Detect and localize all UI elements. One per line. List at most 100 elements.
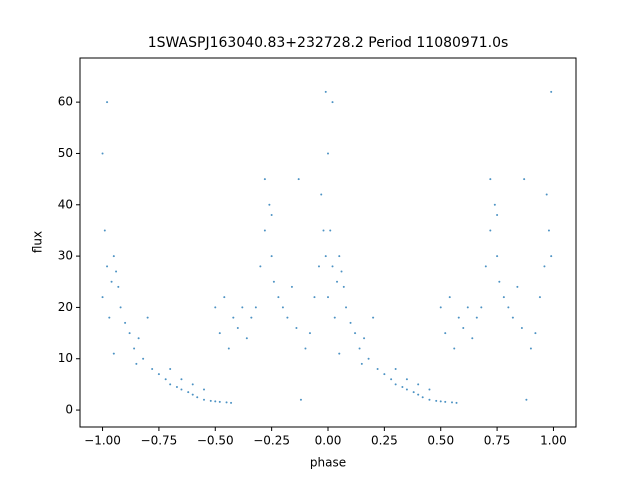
data-point <box>214 306 217 309</box>
data-point <box>401 385 404 388</box>
data-point <box>169 383 172 386</box>
data-point <box>428 398 431 401</box>
data-point <box>137 337 140 340</box>
data-point <box>151 368 154 371</box>
data-point <box>254 306 257 309</box>
data-point <box>317 265 320 268</box>
y-axis-label: flux <box>31 231 45 253</box>
data-point <box>223 296 226 299</box>
data-point <box>349 321 352 324</box>
data-point <box>101 296 104 299</box>
data-point <box>338 352 341 355</box>
data-point <box>331 101 334 104</box>
data-point <box>241 306 244 309</box>
data-point <box>457 316 460 319</box>
data-point <box>214 400 217 403</box>
data-point <box>175 385 178 388</box>
data-point <box>135 362 138 365</box>
data-point <box>327 296 329 299</box>
data-point <box>106 265 109 268</box>
data-point <box>333 316 336 319</box>
data-point <box>358 347 361 350</box>
data-point <box>327 152 329 155</box>
y-tick-label: 0 <box>65 403 73 417</box>
y-tick-label: 60 <box>58 95 73 109</box>
data-point <box>444 400 447 403</box>
data-point <box>550 255 553 258</box>
x-tick-label: 0.75 <box>484 434 511 448</box>
x-tick-label: −0.50 <box>197 434 234 448</box>
data-point <box>142 357 145 360</box>
data-point <box>232 316 235 319</box>
data-point <box>394 383 397 386</box>
data-point <box>157 373 160 376</box>
y-tick-label: 20 <box>58 300 73 314</box>
data-point <box>496 255 499 258</box>
data-point <box>322 229 325 232</box>
data-point <box>516 285 519 288</box>
data-point <box>511 316 514 319</box>
data-point <box>502 296 505 299</box>
data-point <box>119 306 122 309</box>
data-point <box>376 368 379 371</box>
data-point <box>203 398 205 401</box>
x-tick-label: −1.00 <box>84 434 121 448</box>
data-point <box>146 316 149 319</box>
data-point <box>489 178 492 181</box>
data-point <box>227 347 230 350</box>
data-point <box>263 229 266 232</box>
data-point <box>363 337 366 340</box>
data-point <box>320 193 323 196</box>
data-point <box>281 306 284 309</box>
plot-area <box>101 90 553 404</box>
data-point <box>480 306 483 309</box>
y-tick-label: 10 <box>58 351 73 365</box>
data-point <box>547 229 550 232</box>
data-point <box>308 332 311 335</box>
x-tick-label: −0.25 <box>253 434 290 448</box>
x-tick-label: 0.00 <box>315 434 342 448</box>
data-point <box>169 368 172 371</box>
data-point <box>338 255 341 258</box>
data-point <box>523 178 526 181</box>
data-point <box>545 193 548 196</box>
data-point <box>538 296 541 299</box>
data-point <box>471 337 474 340</box>
data-point <box>272 280 275 283</box>
y-tick-label: 50 <box>58 146 73 160</box>
data-point <box>345 306 348 309</box>
data-point <box>394 368 397 371</box>
data-point <box>180 388 183 391</box>
data-point <box>115 270 118 273</box>
data-point <box>455 401 458 404</box>
data-point <box>529 347 532 350</box>
data-point <box>360 362 363 365</box>
data-point <box>412 391 415 394</box>
data-point <box>112 352 115 355</box>
data-point <box>324 90 327 93</box>
x-tick-label: 0.50 <box>427 434 454 448</box>
data-point <box>475 316 478 319</box>
data-point <box>180 378 183 381</box>
data-point <box>191 393 194 396</box>
data-point <box>417 383 420 386</box>
data-point <box>331 265 334 268</box>
data-point <box>277 296 280 299</box>
data-point <box>421 396 424 399</box>
data-point <box>390 378 393 381</box>
data-point <box>304 347 307 350</box>
data-point <box>329 229 332 232</box>
data-point <box>187 391 190 394</box>
data-point <box>297 178 300 181</box>
data-point <box>299 398 302 401</box>
x-tick-label: 1.00 <box>540 434 567 448</box>
data-point <box>428 388 431 391</box>
data-point <box>218 400 221 403</box>
data-point <box>354 332 357 335</box>
data-point <box>191 383 194 386</box>
data-point <box>108 316 111 319</box>
data-point <box>263 178 266 181</box>
data-point <box>245 337 248 340</box>
data-point <box>493 203 496 206</box>
